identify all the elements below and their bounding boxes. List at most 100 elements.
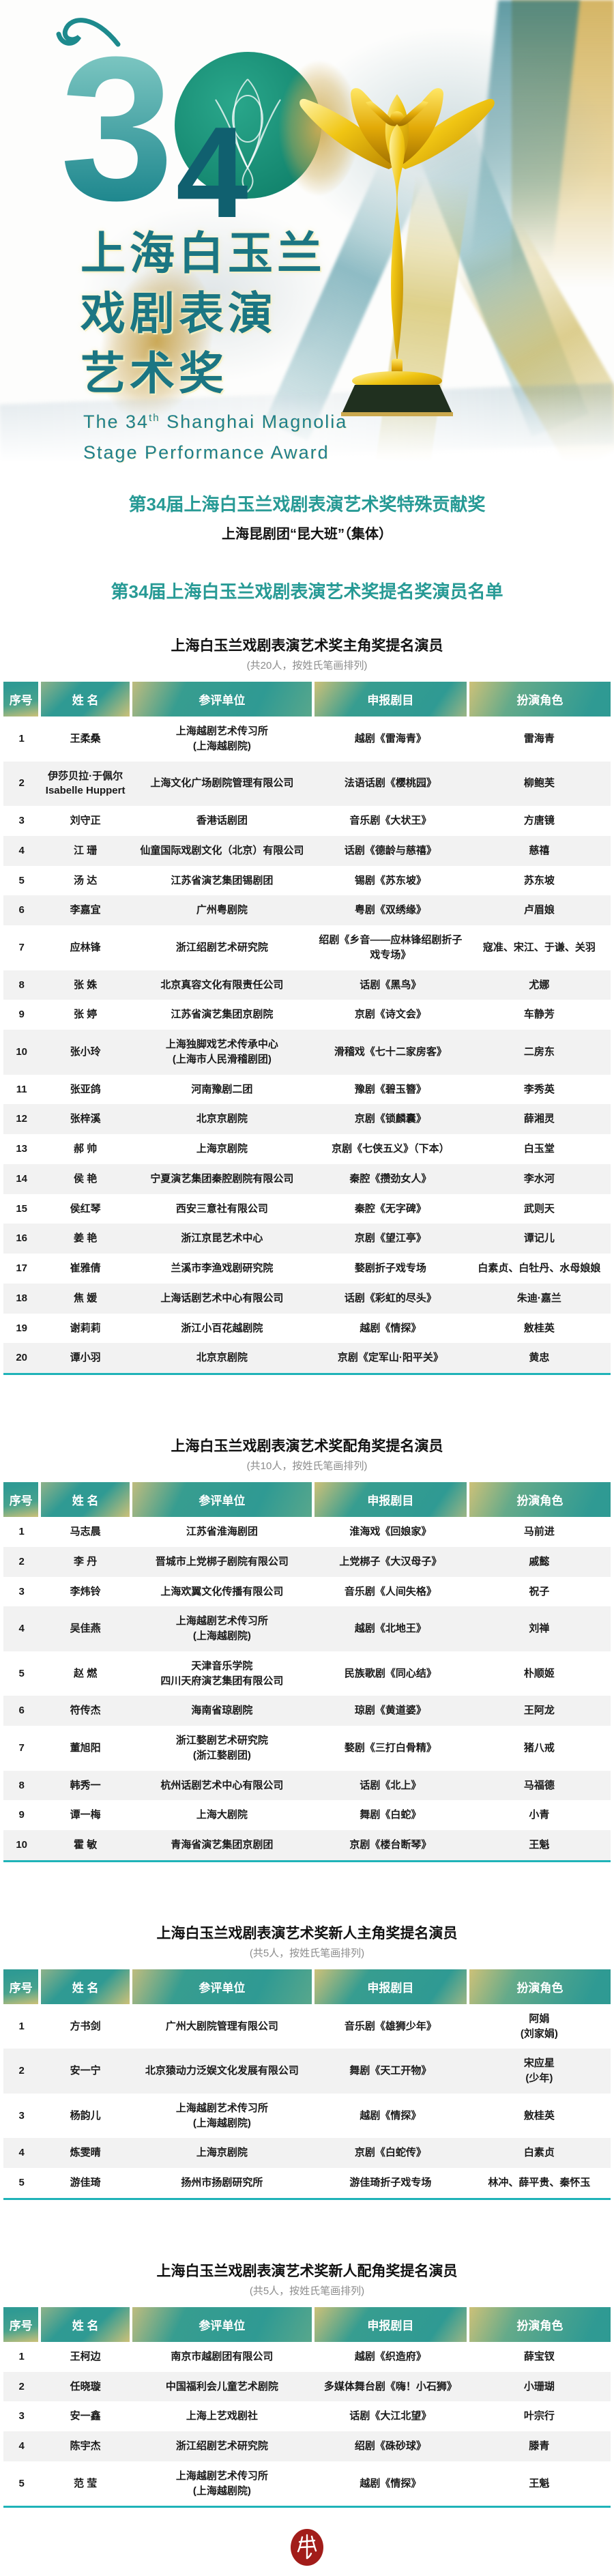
- table-row: 13 郝 帅 上海京剧院 京剧《七侠五义》（下本） 白玉堂: [3, 1134, 611, 1164]
- table-row: 11 张亚鸽 河南豫剧二团 豫剧《碧玉簪》 李秀英: [3, 1074, 611, 1105]
- table-cell: 雷海青: [523, 732, 555, 744]
- table-cell: 话剧《北上》: [360, 1779, 422, 1791]
- table-cell: 赵 燃: [74, 1667, 98, 1679]
- table-cell: 7: [18, 941, 25, 953]
- table-cell: 黄忠: [529, 1352, 550, 1364]
- table-cell: 浙江婺剧艺术研究院 (浙江婺剧团): [175, 1735, 268, 1761]
- nominees-table: 序号姓 名参评单位 申报剧目 扮演角色 1 王柔桑 上海越剧艺术传习所 (上海越剧院) 越…: [3, 682, 611, 1375]
- table-cell: 京剧《楼台断琴》: [349, 1839, 432, 1851]
- table-cell: 1: [18, 732, 25, 744]
- table-cell: 汤 达: [74, 874, 98, 886]
- table-cell: 2: [18, 1555, 25, 1567]
- table-cell: 舞剧《白蛇》: [360, 1809, 422, 1821]
- table-cell: 京剧《望江亭》: [354, 1232, 426, 1245]
- hero-title-chinese: 上海白玉兰 戏剧表演 艺术奖: [81, 224, 326, 403]
- table-cell: 话剧《黑鸟》: [360, 979, 422, 991]
- table-cell: 范 莹: [74, 2477, 98, 2489]
- table-cell: 郝 帅: [74, 1143, 98, 1155]
- table-cell: 兰溪市李渔戏剧研究院: [171, 1262, 274, 1274]
- table-row: 2 安一宁 北京猿动力泛娱文化发展有限公司 舞剧《天工开物》 宋应星 (少年): [3, 2049, 611, 2094]
- table-cell: 苏东坡: [523, 874, 555, 886]
- table-title: 上海白玉兰戏剧表演艺术奖配角奖提名演员: [171, 1438, 443, 1454]
- table-cell: 杭州话剧艺术中心有限公司: [160, 1779, 284, 1791]
- magnolia-trophy-icon: [299, 88, 495, 416]
- column-header: 序号: [3, 1482, 40, 1517]
- table-row: 6 符传杰 海南省琼剧院 琼剧《黄道婆》 王阿龙: [3, 1696, 611, 1726]
- column-header: 姓 名: [38, 682, 131, 717]
- table-row: 15 侯红琴 西安三意社有限公司 秦腔《无字碑》 武则天: [3, 1193, 611, 1224]
- table-cell: 京剧《诗文会》: [354, 1009, 426, 1021]
- table-cell: 宋应星 (少年): [523, 2057, 555, 2084]
- table-cell: 张小玲: [70, 1045, 101, 1058]
- table-cell: 陈宇杰: [70, 2440, 101, 2452]
- table-cell: 京剧《锁麟囊》: [354, 1113, 426, 1125]
- column-header: 参评单位: [129, 682, 313, 717]
- table-row: 16 姜 艳 浙江京昆艺术中心 京剧《望江亭》 谭记儿: [3, 1224, 611, 1254]
- table-cell: 二房东: [523, 1045, 555, 1058]
- table-cell: 话剧《大江北望》: [349, 2410, 432, 2422]
- table-cell: 上海话剧艺术中心有限公司: [160, 1292, 284, 1304]
- table-note: (共5人，按姓氏笔画排列): [249, 2285, 365, 2297]
- table-cell: 方书剑: [70, 2020, 101, 2032]
- special-award-title: 第34届上海白玉兰戏剧表演艺术奖特殊贡献奖: [128, 494, 486, 515]
- table-row: 1 马志晨 江苏省淮海剧团 淮海戏《回娘家》 马前进: [3, 1517, 611, 1547]
- table-cell: 阿娟 (刘家娟): [520, 2012, 558, 2040]
- table-cell: 南京市越剧团有限公司: [171, 2350, 274, 2362]
- swirl-ornament-icon: [56, 18, 121, 47]
- table-cell: 青海省演艺集团京剧团: [171, 1839, 274, 1851]
- table-cell: 朱迪·嘉兰: [516, 1292, 561, 1304]
- hero-english-line2: Stage Performance Award: [83, 442, 330, 463]
- table-cell: 秦腔《攒劲女人》: [349, 1172, 432, 1185]
- table-cell: 11: [16, 1083, 27, 1095]
- table-cell: 浙江绍剧艺术研究院: [175, 941, 268, 953]
- table-cell: 18: [16, 1292, 28, 1304]
- column-header: 申报剧目: [311, 1969, 468, 2004]
- table-cell: 扬州市扬剧研究所: [181, 2177, 263, 2188]
- table-cell: 多媒体舞台剧《嗨！小石狮》: [323, 2380, 457, 2392]
- table-cell: 海南省琼剧院: [191, 1705, 253, 1717]
- table-cell: 秦腔《无字碑》: [354, 1202, 426, 1215]
- table-cell: 豫剧《碧玉簪》: [354, 1083, 426, 1095]
- table-cell: 王魁: [529, 2477, 550, 2489]
- table-cell: 柳鲍芙: [523, 777, 555, 790]
- table-cell: 崔雅倩: [70, 1262, 101, 1274]
- column-header: 序号: [3, 2306, 40, 2342]
- table-header-row: 序号姓 名参评单位 申报剧目 扮演角色: [3, 682, 611, 717]
- table-cell: 侯红琴: [70, 1202, 101, 1215]
- table-cell: 4: [18, 2147, 25, 2159]
- table-row: 20 谭小羽 北京京剧院 京剧《定军山·阳平关》 黄忠: [3, 1343, 611, 1374]
- table-cell: 5: [18, 2177, 25, 2188]
- table-row: 5 游佳琦 扬州市扬剧研究所 游佳琦折子戏专场 林冲、薛平贵、秦怀玉: [3, 2168, 611, 2199]
- table-cell: 音乐剧《雄狮少年》: [344, 2020, 437, 2032]
- table-cell: 谭记儿: [523, 1232, 555, 1245]
- table-cell: 杨韵儿: [70, 2109, 101, 2122]
- table-cell: 西安三意社有限公司: [175, 1202, 268, 1215]
- footer: [0, 2528, 614, 2566]
- table-header-row: 序号姓 名参评单位 申报剧目 扮演角色: [3, 2306, 611, 2342]
- table-row: 14 侯 艳 宁夏演艺集团秦腔剧院有限公司 秦腔《攒劲女人》 李水河: [3, 1163, 611, 1194]
- hero-title-line: 艺术奖: [81, 347, 228, 399]
- table-cell: 3: [18, 2109, 25, 2122]
- column-header: 参评单位: [129, 1482, 313, 1517]
- table-cell: 张亚鸽: [70, 1083, 101, 1095]
- nominees-table: 序号姓 名参评单位 申报剧目 扮演角色 1 王柯边 南京市越剧团有限公司 越剧《织造府》 薛…: [3, 2306, 611, 2508]
- table-cell: 锡剧《苏东坡》: [354, 874, 426, 886]
- table-cell: 朴顺姬: [523, 1667, 555, 1679]
- table-cell: 上海京剧院: [196, 1143, 248, 1155]
- table-cell: 越剧《雷海青》: [354, 732, 426, 744]
- table-cell: 滑稽戏《七十二家房客》: [334, 1045, 447, 1058]
- table-cell: 吴佳燕: [70, 1623, 101, 1635]
- table-cell: 香港话剧团: [196, 815, 248, 826]
- table-cell: 刘禅: [529, 1623, 550, 1635]
- nominees-table: 序号姓 名参评单位 申报剧目 扮演角色 1 马志晨 江苏省淮海剧团 淮海戏《回娘家》 马前进…: [3, 1482, 611, 1862]
- column-header: 扮演角色: [466, 682, 611, 717]
- table-cell: 慈禧: [529, 844, 550, 856]
- table-cell: 武则天: [523, 1202, 555, 1215]
- table-row: 1 王柔桑 上海越剧艺术传习所 (上海越剧院) 越剧《雷海青》 雷海青: [3, 717, 611, 762]
- magnolia-seal-icon: [291, 2529, 323, 2566]
- table-cell: 粤剧《双绣缘》: [354, 904, 426, 916]
- table-row: 1 方书剑 广州大剧院管理有限公司 音乐剧《雄狮少年》 阿娟 (刘家娟): [3, 2003, 611, 2049]
- table-cell: 7: [18, 1741, 25, 1754]
- table-cell: 4: [18, 2440, 25, 2452]
- table-cell: 8: [18, 1779, 25, 1791]
